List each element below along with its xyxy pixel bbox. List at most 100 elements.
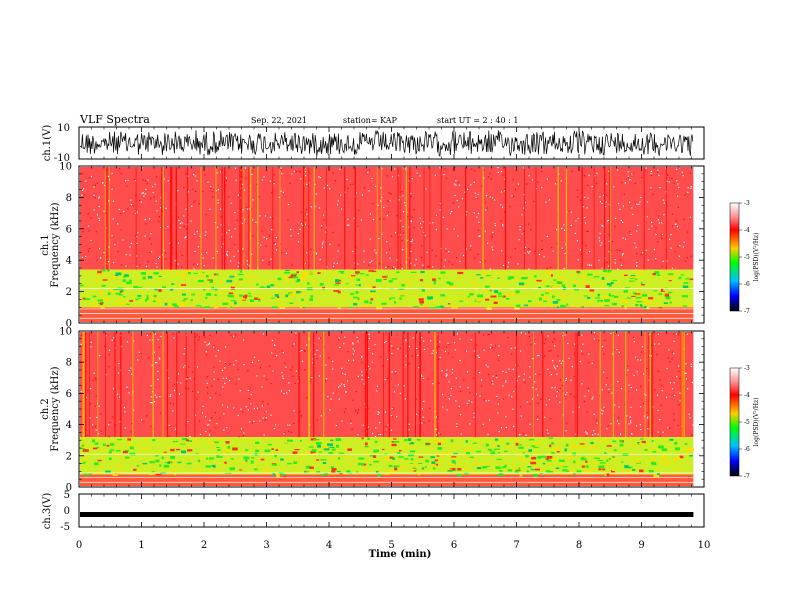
spectral-speckle bbox=[242, 251, 244, 253]
midband-patch bbox=[397, 452, 401, 454]
spectral-speckle bbox=[242, 209, 244, 211]
spectral-speckle bbox=[608, 219, 610, 222]
midband-patch bbox=[224, 449, 230, 452]
spectral-speckle bbox=[252, 235, 254, 237]
spectral-speckle bbox=[293, 343, 295, 345]
ch1-spec-ylabel-line2: Frequency (kHz) bbox=[50, 202, 61, 287]
midband-patch bbox=[349, 306, 353, 309]
colorbar-tick-label: -3 bbox=[744, 200, 750, 207]
spectral-speckle bbox=[527, 248, 530, 250]
spectral-speckle bbox=[627, 177, 629, 179]
spectral-speckle bbox=[144, 235, 146, 237]
spectral-speckle bbox=[160, 207, 162, 209]
spectral-speckle bbox=[136, 255, 138, 257]
midband-patch bbox=[312, 280, 315, 284]
spectral-speckle bbox=[530, 344, 532, 346]
spectral-speckle bbox=[220, 224, 222, 226]
midband-patch bbox=[81, 444, 84, 447]
spectral-speckle bbox=[92, 427, 94, 429]
midband-patch bbox=[133, 468, 137, 471]
midband-patch bbox=[180, 284, 187, 286]
midband-patch bbox=[97, 459, 102, 462]
spectral-speckle bbox=[361, 371, 363, 373]
midband-patch bbox=[421, 467, 425, 470]
spectral-speckle bbox=[657, 333, 659, 335]
spectral-speckle bbox=[206, 354, 208, 356]
spectral-speckle bbox=[325, 231, 327, 233]
spectral-speckle bbox=[284, 362, 286, 364]
spectral-speckle bbox=[271, 352, 273, 354]
spectral-speckle bbox=[565, 430, 567, 432]
spectral-speckle bbox=[388, 200, 390, 202]
midband-patch bbox=[632, 469, 636, 471]
spectral-speckle bbox=[167, 226, 169, 228]
spectral-speckle bbox=[438, 432, 440, 434]
spectral-speckle bbox=[384, 411, 386, 413]
midband-patch bbox=[364, 300, 369, 304]
spectral-speckle bbox=[555, 368, 557, 370]
spectral-speckle bbox=[658, 222, 660, 224]
midband-patch bbox=[218, 438, 223, 441]
midband-patch bbox=[610, 281, 614, 285]
spectral-speckle bbox=[234, 167, 237, 169]
spectral-speckle bbox=[473, 212, 475, 214]
spectral-speckle bbox=[435, 214, 437, 216]
midband-patch bbox=[388, 280, 393, 283]
spectral-speckle bbox=[496, 377, 498, 379]
spectral-speckle bbox=[387, 266, 390, 268]
midband-patch bbox=[142, 276, 146, 280]
midband-patch bbox=[318, 451, 322, 453]
spectral-speckle bbox=[550, 350, 552, 352]
midband-patch bbox=[121, 269, 126, 272]
spectral-speckle bbox=[401, 267, 403, 270]
spectral-speckle bbox=[285, 366, 287, 368]
spectral-speckle bbox=[443, 265, 445, 267]
spectral-speckle bbox=[431, 249, 433, 251]
spectral-speckle bbox=[626, 415, 628, 417]
spectral-speckle bbox=[333, 262, 335, 264]
spectral-speckle bbox=[250, 403, 252, 405]
midband-patch bbox=[582, 445, 586, 448]
spectral-speckle bbox=[631, 173, 633, 175]
spectral-speckle bbox=[192, 188, 194, 190]
midband-patch bbox=[566, 470, 571, 472]
spectral-speckle bbox=[598, 259, 600, 261]
spectral-speckle bbox=[655, 233, 657, 236]
spectral-speckle bbox=[120, 172, 122, 175]
midband-patch bbox=[391, 441, 394, 443]
spectral-speckle bbox=[398, 199, 400, 201]
spectral-speckle bbox=[189, 377, 191, 379]
spectral-speckle bbox=[368, 264, 370, 266]
spectral-speckle bbox=[378, 263, 381, 265]
midband-patch bbox=[225, 441, 230, 444]
spectral-speckle bbox=[312, 358, 314, 360]
spectral-speckle bbox=[673, 352, 675, 355]
midband-patch bbox=[495, 451, 499, 453]
midband-patch bbox=[446, 281, 450, 284]
spectral-speckle bbox=[461, 198, 464, 200]
spectral-speckle bbox=[450, 387, 452, 390]
midband-patch bbox=[477, 441, 482, 443]
midband-patch bbox=[600, 440, 606, 442]
spectral-speckle bbox=[210, 187, 212, 189]
midband-patch bbox=[251, 275, 255, 278]
midband-patch bbox=[606, 276, 609, 278]
midband-patch bbox=[176, 448, 181, 451]
midband-patch bbox=[533, 473, 538, 477]
y-tick-label: 8 bbox=[66, 358, 72, 369]
spectral-speckle bbox=[502, 174, 504, 176]
spectral-speckle bbox=[601, 201, 603, 203]
spectral-speckle bbox=[170, 394, 172, 396]
spectral-speckle bbox=[440, 433, 442, 436]
spectral-speckle bbox=[423, 422, 425, 424]
spectral-speckle bbox=[346, 178, 348, 181]
spectral-speckle bbox=[488, 374, 490, 376]
spectral-speckle bbox=[185, 236, 187, 238]
midband-patch bbox=[492, 305, 496, 308]
spectral-speckle bbox=[571, 170, 573, 172]
spectral-speckle bbox=[386, 252, 388, 254]
spectral-speckle bbox=[348, 224, 350, 226]
spectral-speckle bbox=[421, 245, 423, 247]
midband-patch bbox=[163, 451, 167, 453]
spectral-speckle bbox=[606, 183, 608, 185]
